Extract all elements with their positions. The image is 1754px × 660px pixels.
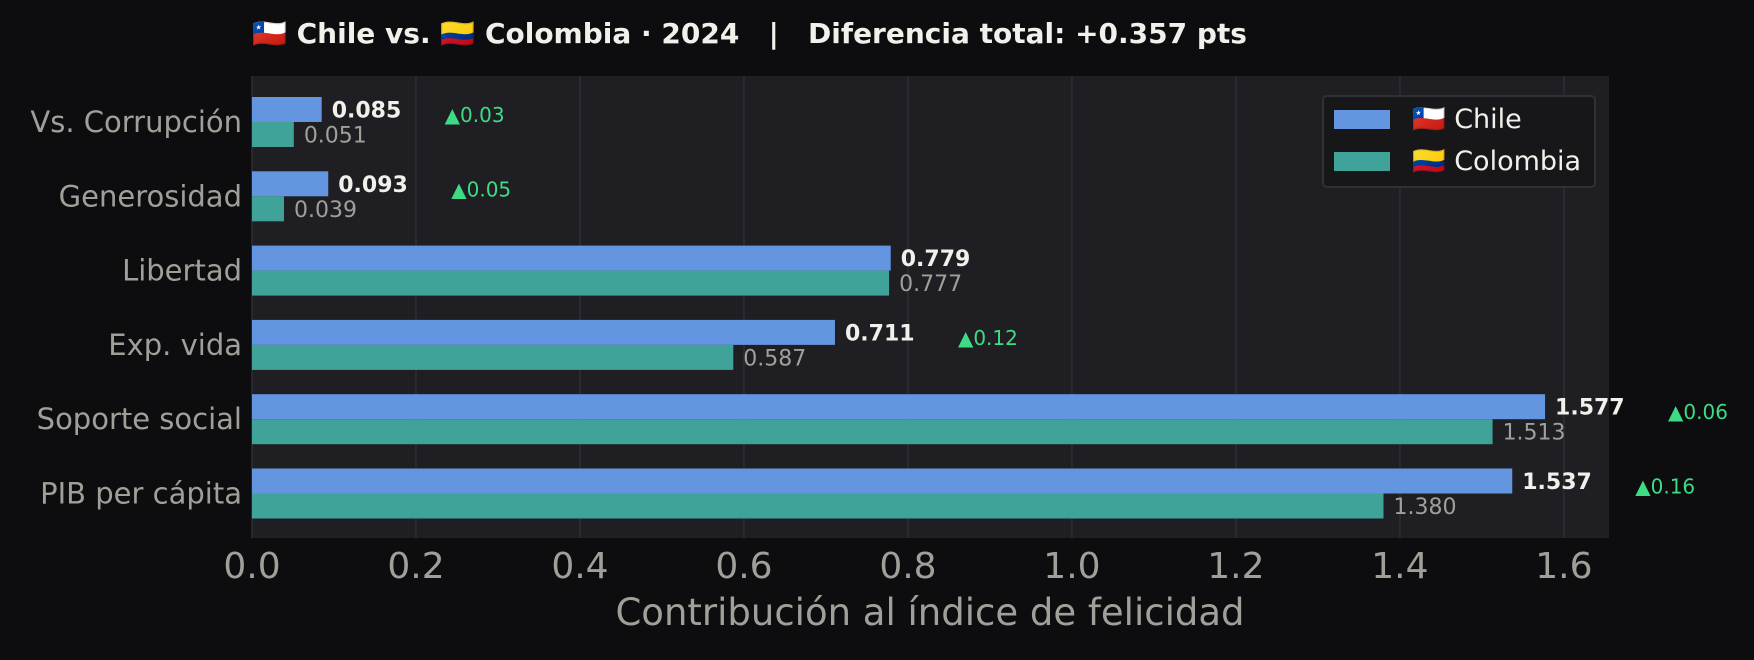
bar-value-label: 0.587 — [743, 346, 806, 371]
y-tick-label: Generosidad — [59, 179, 242, 213]
bar-chile — [252, 245, 891, 271]
bar-value-label: 0.779 — [901, 247, 971, 272]
legend-box — [1322, 95, 1596, 188]
x-tick-label: 0.4 — [551, 546, 608, 587]
bar-colombia — [252, 196, 284, 222]
y-tick-label: Vs. Corrupción — [30, 105, 242, 139]
bar-value-label: 1.380 — [1394, 495, 1457, 520]
bar-value-label: 0.711 — [845, 321, 915, 346]
x-tick-label: 0.0 — [223, 546, 280, 587]
bar-value-label: 0.777 — [899, 272, 962, 297]
bar-colombia — [252, 270, 890, 296]
bar-colombia — [252, 493, 1384, 519]
legend-swatch-chile — [1334, 110, 1390, 129]
x-tick-label: 0.8 — [879, 546, 936, 587]
difference-label: ▲0.03 — [445, 103, 505, 127]
bar-value-label: 0.039 — [294, 198, 357, 223]
difference-label: ▲0.05 — [451, 177, 511, 201]
bar-value-label: 0.051 — [304, 124, 367, 149]
y-tick-label: PIB per cápita — [40, 477, 242, 511]
legend-label-colombia: 🇨🇴 Colombia — [1412, 146, 1581, 177]
legend-label-chile: 🇨🇱 Chile — [1412, 104, 1522, 135]
legend: 🇨🇱 Chile 🇨🇴 Colombia — [1322, 95, 1596, 188]
bar-chile — [252, 319, 835, 345]
difference-label: ▲0.06 — [1668, 400, 1728, 424]
y-tick-label: Soporte social — [37, 402, 242, 436]
x-tick-label: 1.4 — [1371, 546, 1428, 587]
x-tick-label: 1.0 — [1043, 546, 1100, 587]
bar-value-label: 1.577 — [1555, 396, 1625, 421]
x-tick-label: 0.6 — [715, 546, 772, 587]
x-tick-label: 1.6 — [1535, 546, 1592, 587]
difference-label: ▲0.16 — [1635, 475, 1695, 499]
y-tick-label: Exp. vida — [108, 328, 242, 362]
chart-title: 🇨🇱 Chile vs. 🇨🇴 Colombia · 2024 | Difere… — [252, 17, 1247, 50]
bar-chile — [252, 394, 1546, 420]
y-tick-label: Libertad — [122, 254, 242, 288]
x-axis-label: Contribución al índice de felicidad — [615, 591, 1244, 634]
legend-swatch-colombia — [1334, 152, 1390, 171]
bar-value-label: 1.537 — [1522, 470, 1592, 495]
bar-colombia — [252, 122, 294, 147]
bar-colombia — [252, 419, 1493, 445]
bar-colombia — [252, 344, 734, 370]
difference-label: ▲0.12 — [958, 326, 1018, 350]
x-tick-label: 0.2 — [387, 546, 444, 587]
x-tick-label: 1.2 — [1207, 546, 1264, 587]
bar-value-label: 0.085 — [332, 99, 402, 124]
bar-value-label: 1.513 — [1503, 421, 1566, 446]
bar-chile — [252, 97, 322, 122]
bar-value-label: 0.093 — [338, 173, 408, 198]
bar-chile — [252, 468, 1513, 494]
bar-chile — [252, 171, 329, 197]
